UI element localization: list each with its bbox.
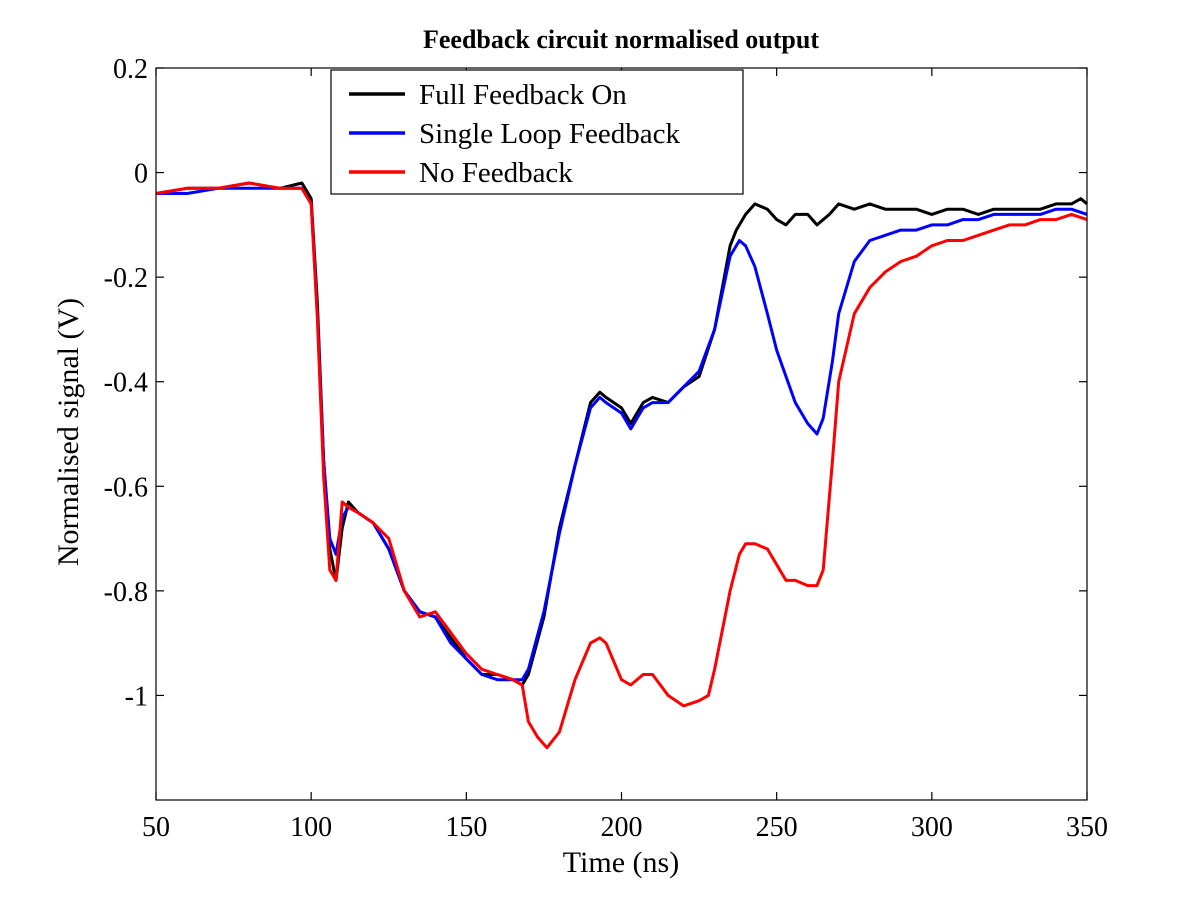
- x-tick-label: 150: [445, 812, 487, 843]
- x-tick-label: 100: [290, 812, 332, 843]
- x-axis-label: Time (ns): [563, 846, 679, 879]
- axis-ticks: 50 100 150 200 250 300 350 0.2 0 -0.2 -0.4 -0.6 -0.8…: [104, 54, 1108, 843]
- y-tick-label: -0.8: [104, 577, 148, 608]
- y-tick-label: 0: [134, 159, 148, 190]
- y-tick-label: -1: [125, 681, 148, 712]
- series-line-full-feedback: [155, 181, 1088, 687]
- x-tick-label: 250: [756, 812, 798, 843]
- y-tick-label: 0.2: [113, 54, 148, 85]
- plot-lines: [155, 181, 1088, 750]
- legend: Full Feedback On Single Loop Feedback No…: [330, 69, 744, 195]
- x-tick-label: 50: [142, 812, 170, 843]
- series-line-single-loop: [156, 186, 1088, 682]
- series-line-no-feedback: [155, 181, 1088, 750]
- legend-label-single-loop: Single Loop Feedback: [419, 118, 680, 150]
- y-axis-label: Normalised signal (V): [52, 298, 85, 566]
- x-tick-label: 200: [601, 812, 643, 843]
- legend-label-no-feedback: No Feedback: [419, 157, 573, 189]
- y-tick-label: -0.4: [104, 368, 148, 399]
- y-tick-label: -0.2: [104, 263, 148, 294]
- chart-title: Feedback circuit normalised output: [423, 25, 819, 54]
- x-tick-label: 350: [1066, 812, 1108, 843]
- y-tick-label: -0.6: [104, 472, 148, 503]
- legend-label-full-feedback: Full Feedback On: [419, 79, 627, 111]
- x-tick-label: 300: [911, 812, 953, 843]
